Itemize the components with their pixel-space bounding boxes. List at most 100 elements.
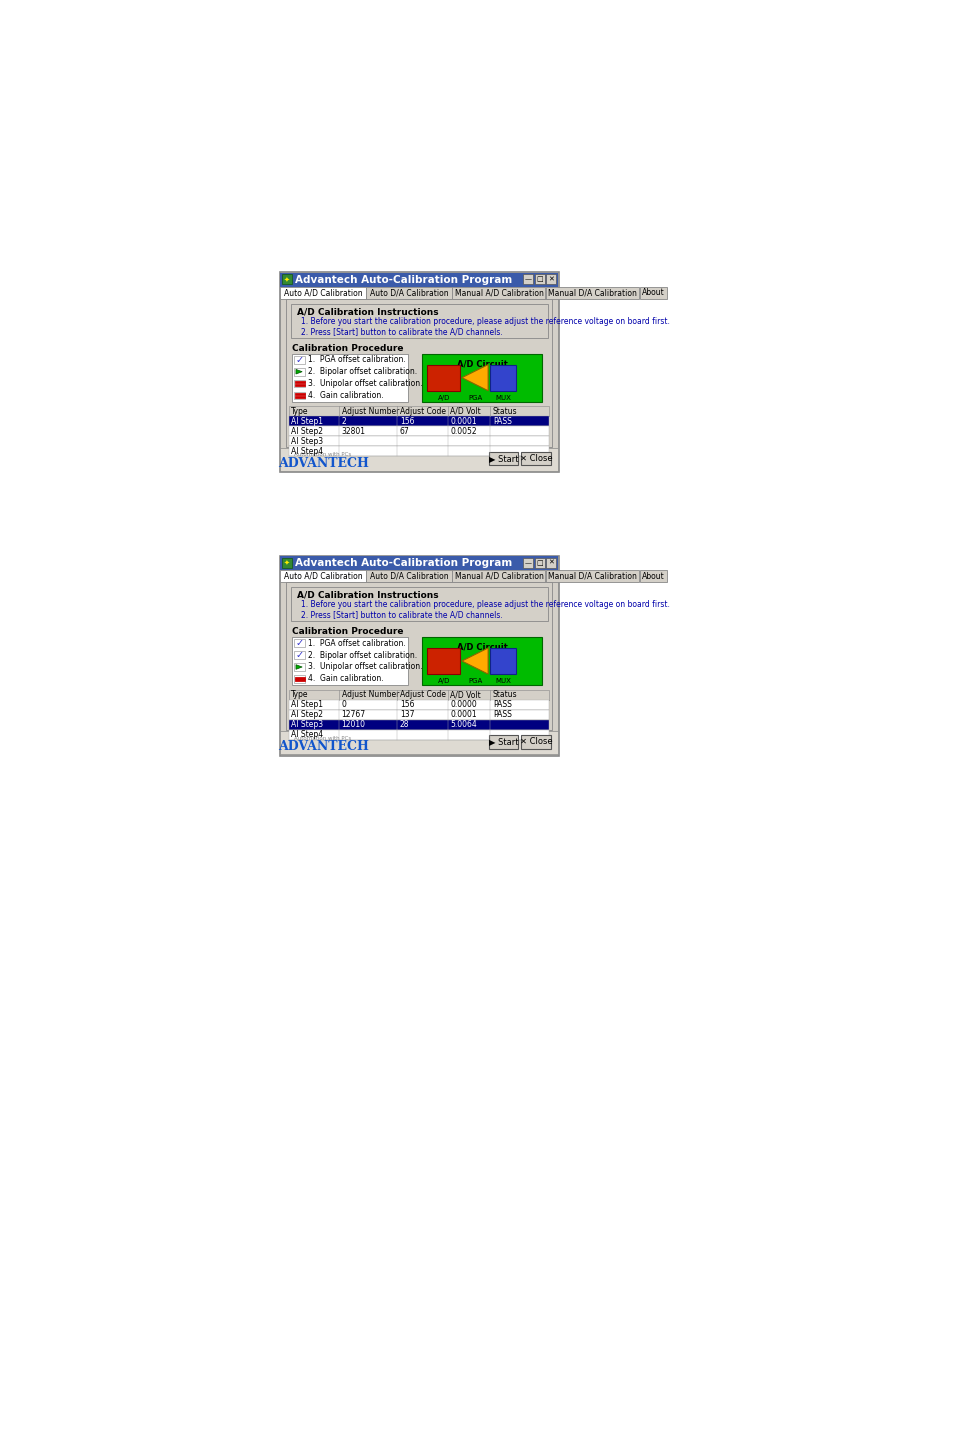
Text: Calibration Procedure: Calibration Procedure xyxy=(292,344,403,353)
Text: A/D Volt: A/D Volt xyxy=(450,407,480,416)
FancyBboxPatch shape xyxy=(280,447,558,470)
Polygon shape xyxy=(461,648,488,674)
Text: Type: Type xyxy=(291,690,309,698)
FancyBboxPatch shape xyxy=(280,731,558,754)
Text: 1.  PGA offset calibration.: 1. PGA offset calibration. xyxy=(308,638,406,648)
Text: ADVANTECH: ADVANTECH xyxy=(277,740,368,753)
FancyBboxPatch shape xyxy=(282,274,292,284)
Text: AI Step4: AI Step4 xyxy=(291,447,323,456)
FancyBboxPatch shape xyxy=(366,287,452,300)
Text: 137: 137 xyxy=(399,710,414,718)
FancyBboxPatch shape xyxy=(292,354,408,402)
FancyBboxPatch shape xyxy=(294,380,305,387)
Text: Calibration Procedure: Calibration Procedure xyxy=(292,627,403,637)
FancyBboxPatch shape xyxy=(522,558,533,568)
FancyBboxPatch shape xyxy=(452,287,545,300)
FancyBboxPatch shape xyxy=(280,272,558,287)
Text: Auto A/D Calibration: Auto A/D Calibration xyxy=(283,288,362,297)
Text: Automation with PCs: Automation with PCs xyxy=(294,736,352,740)
Text: Automation with PCs: Automation with PCs xyxy=(294,452,352,457)
FancyBboxPatch shape xyxy=(294,391,305,400)
FancyBboxPatch shape xyxy=(521,452,550,466)
FancyBboxPatch shape xyxy=(294,640,305,647)
Text: 32801: 32801 xyxy=(341,427,365,436)
Text: ✕: ✕ xyxy=(548,559,554,566)
FancyBboxPatch shape xyxy=(289,700,549,710)
Text: A/D Circuit: A/D Circuit xyxy=(456,642,507,651)
Text: About: About xyxy=(641,288,664,297)
FancyBboxPatch shape xyxy=(280,571,365,582)
Text: 0.0001: 0.0001 xyxy=(450,417,476,426)
FancyBboxPatch shape xyxy=(422,354,541,402)
Polygon shape xyxy=(461,364,488,390)
Text: AI Step2: AI Step2 xyxy=(291,710,323,718)
FancyBboxPatch shape xyxy=(280,287,365,300)
FancyBboxPatch shape xyxy=(291,304,547,337)
Text: 28: 28 xyxy=(399,720,409,728)
Text: Adjust Number: Adjust Number xyxy=(341,690,398,698)
FancyBboxPatch shape xyxy=(639,287,666,300)
Text: 0.0001: 0.0001 xyxy=(450,710,476,718)
Text: A/D: A/D xyxy=(437,678,450,684)
Text: 1. Before you start the calibration procedure, please adjust the reference volta: 1. Before you start the calibration proc… xyxy=(301,317,670,326)
FancyBboxPatch shape xyxy=(291,587,547,621)
FancyBboxPatch shape xyxy=(292,637,408,685)
Text: Auto D/A Calibration: Auto D/A Calibration xyxy=(370,572,448,581)
FancyBboxPatch shape xyxy=(452,571,545,582)
Text: Manual D/A Calibration: Manual D/A Calibration xyxy=(548,572,637,581)
Polygon shape xyxy=(295,665,302,670)
Text: 156: 156 xyxy=(399,700,414,708)
Text: MUX: MUX xyxy=(495,394,510,400)
Text: Adjust Code: Adjust Code xyxy=(399,407,445,416)
Text: PGA: PGA xyxy=(467,394,481,400)
Text: 3.  Unipolar offset calibration.: 3. Unipolar offset calibration. xyxy=(308,663,422,671)
FancyBboxPatch shape xyxy=(289,406,549,416)
Text: Auto A/D Calibration: Auto A/D Calibration xyxy=(283,572,362,581)
Text: 0.0000: 0.0000 xyxy=(450,700,476,708)
Text: 4.  Gain calibration.: 4. Gain calibration. xyxy=(308,674,383,684)
Text: A/D Volt: A/D Volt xyxy=(450,690,480,698)
Text: Advantech Auto-Calibration Program: Advantech Auto-Calibration Program xyxy=(294,275,512,285)
Text: PASS: PASS xyxy=(493,700,511,708)
FancyBboxPatch shape xyxy=(546,287,639,300)
Text: ✦: ✦ xyxy=(284,559,290,566)
Text: ✓: ✓ xyxy=(295,650,304,660)
Text: 12010: 12010 xyxy=(341,720,365,728)
Text: A/D Calibration Instructions: A/D Calibration Instructions xyxy=(296,308,437,317)
Text: A/D Calibration Instructions: A/D Calibration Instructions xyxy=(296,591,437,599)
Text: Status: Status xyxy=(493,407,517,416)
FancyBboxPatch shape xyxy=(289,690,549,700)
Text: 2. Press [Start] button to calibrate the A/D channels.: 2. Press [Start] button to calibrate the… xyxy=(301,327,502,336)
FancyBboxPatch shape xyxy=(282,558,292,568)
Text: □: □ xyxy=(536,559,542,566)
Text: MUX: MUX xyxy=(495,678,510,684)
FancyBboxPatch shape xyxy=(279,272,558,472)
Text: ✓: ✓ xyxy=(295,638,304,648)
Text: AI Step1: AI Step1 xyxy=(291,417,323,426)
FancyBboxPatch shape xyxy=(546,558,556,568)
FancyBboxPatch shape xyxy=(294,663,305,671)
FancyBboxPatch shape xyxy=(534,558,544,568)
FancyBboxPatch shape xyxy=(289,426,549,436)
FancyBboxPatch shape xyxy=(521,736,550,749)
Text: 2. Press [Start] button to calibrate the A/D channels.: 2. Press [Start] button to calibrate the… xyxy=(301,611,502,619)
FancyBboxPatch shape xyxy=(488,736,517,749)
Text: AI Step3: AI Step3 xyxy=(291,437,323,446)
Text: 4.  Gain calibration.: 4. Gain calibration. xyxy=(308,391,383,400)
FancyBboxPatch shape xyxy=(289,436,549,446)
FancyBboxPatch shape xyxy=(422,637,541,685)
Text: 2.  Bipolar offset calibration.: 2. Bipolar offset calibration. xyxy=(308,367,417,376)
FancyBboxPatch shape xyxy=(546,274,556,284)
Text: A/D: A/D xyxy=(437,394,450,400)
Text: ✓: ✓ xyxy=(295,354,304,364)
Text: ✕ Close: ✕ Close xyxy=(519,737,552,746)
Text: Manual D/A Calibration: Manual D/A Calibration xyxy=(548,288,637,297)
FancyBboxPatch shape xyxy=(488,452,517,466)
Text: 5.0064: 5.0064 xyxy=(450,720,476,728)
Text: 12767: 12767 xyxy=(341,710,365,718)
Text: ▶ Start: ▶ Start xyxy=(488,455,517,463)
Text: PASS: PASS xyxy=(493,710,511,718)
FancyBboxPatch shape xyxy=(489,364,516,390)
FancyBboxPatch shape xyxy=(289,720,549,730)
FancyBboxPatch shape xyxy=(294,356,305,364)
